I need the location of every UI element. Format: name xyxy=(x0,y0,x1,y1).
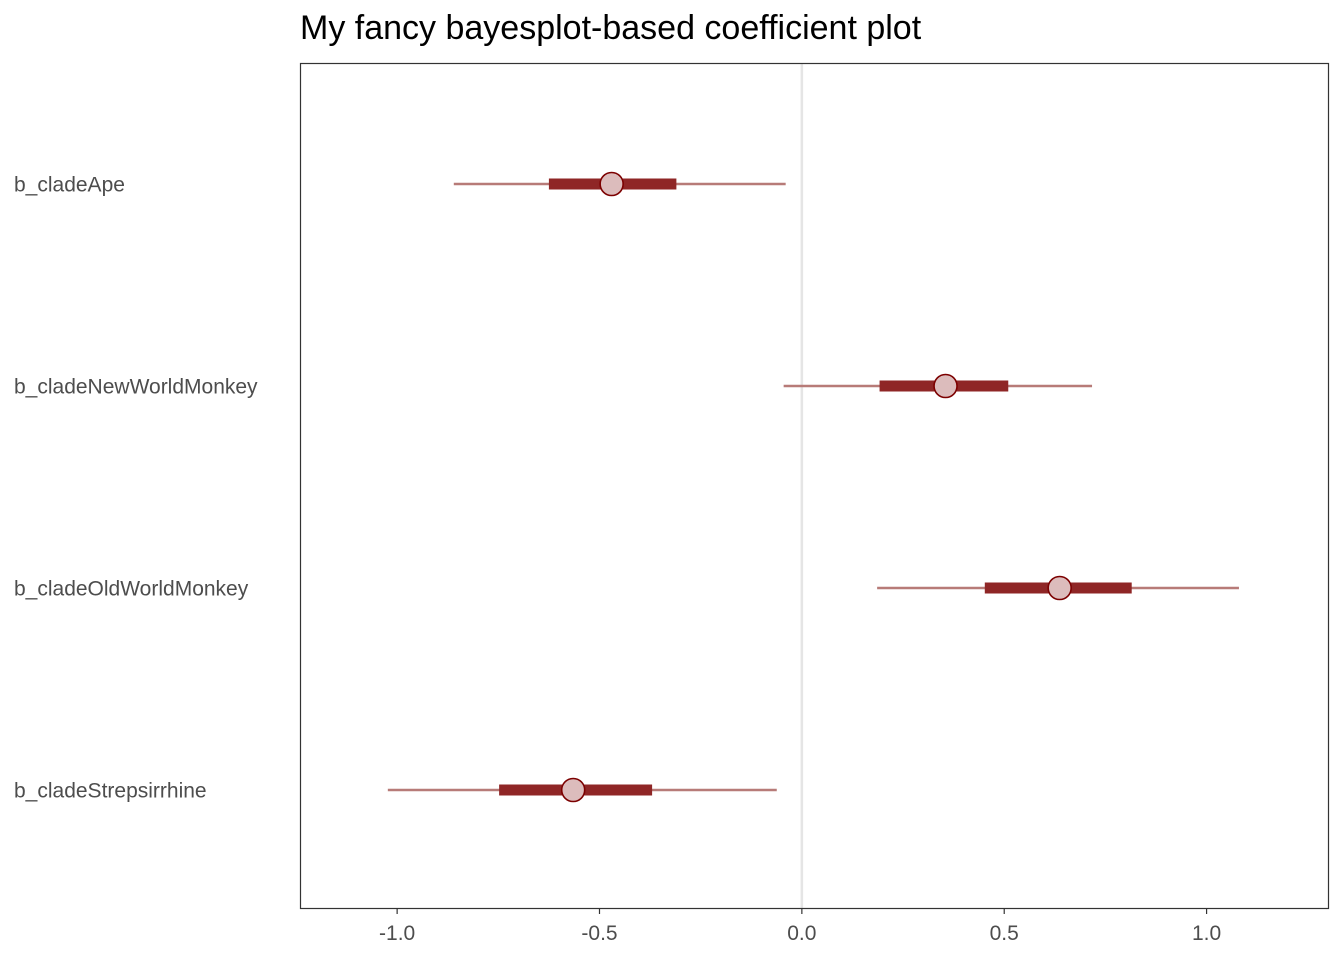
plot-panel-border xyxy=(299,62,1330,910)
y-tick-label: b_cladeApe xyxy=(14,174,125,197)
y-tick-label: b_cladeOldWorldMonkey xyxy=(14,578,249,601)
point-estimate xyxy=(1047,575,1072,601)
x-tick-label: -0.5 xyxy=(581,922,617,945)
chart-title: My fancy bayesplot-based coefficient plo… xyxy=(300,9,922,47)
x-tick-label: 1.0 xyxy=(1192,922,1221,945)
x-tick-label: -1.0 xyxy=(379,922,415,945)
x-tick-label: 0.5 xyxy=(990,922,1019,945)
point-estimate xyxy=(933,373,958,399)
y-tick-label: b_cladeNewWorldMonkey xyxy=(14,376,258,399)
point-estimate xyxy=(599,171,624,197)
y-tick-label: b_cladeStrepsirrhine xyxy=(14,780,207,803)
x-tick-label: 0.0 xyxy=(787,922,816,945)
point-estimate xyxy=(560,777,586,803)
